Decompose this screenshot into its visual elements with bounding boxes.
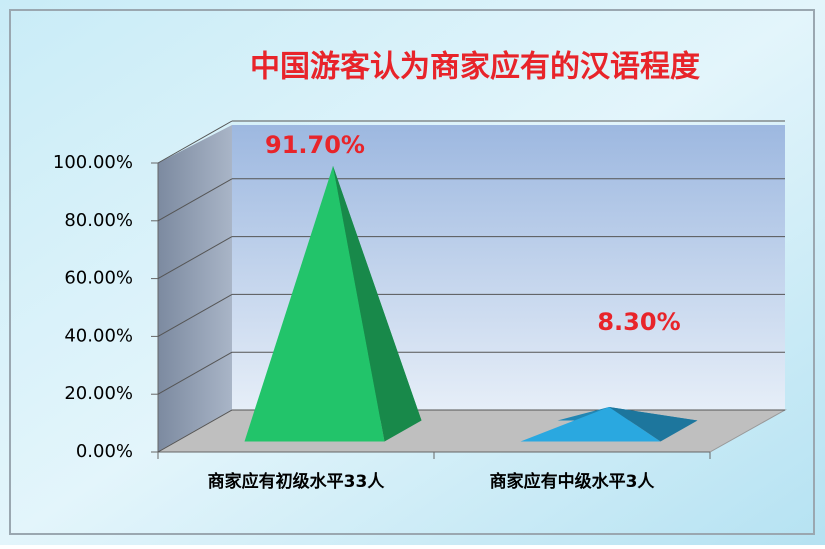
- pyramid-front: [244, 165, 385, 442]
- side-wall: [158, 125, 232, 452]
- x-tick-label: 商家应有中级水平3人: [490, 471, 656, 492]
- grid-line: [157, 293, 233, 337]
- pyramid-front: [520, 407, 661, 442]
- value-label: 91.70%: [265, 131, 365, 159]
- grid-line: [157, 178, 233, 222]
- y-tick-label: 100.00%: [53, 152, 133, 173]
- grid-line: [157, 351, 233, 395]
- pyramid: [244, 165, 422, 442]
- x-tick-label: 商家应有初级水平33人: [208, 471, 386, 492]
- pyramid-side: [609, 407, 698, 442]
- y-tick-label: 20.00%: [64, 383, 133, 404]
- grid-line: [157, 120, 233, 164]
- pyramid: [520, 407, 698, 442]
- grid-line: [157, 236, 233, 280]
- frame: [9, 9, 815, 535]
- value-label: 8.30%: [597, 308, 680, 336]
- y-tick-label: 40.00%: [64, 325, 133, 346]
- chart-title: 中国游客认为商家应有的汉语程度: [250, 50, 700, 85]
- y-tick-label: 80.00%: [64, 210, 133, 231]
- y-tick-label: 60.00%: [64, 268, 133, 289]
- pyramid-side: [333, 165, 422, 442]
- grid-line: [157, 409, 233, 453]
- y-tick-label: 0.00%: [76, 441, 133, 462]
